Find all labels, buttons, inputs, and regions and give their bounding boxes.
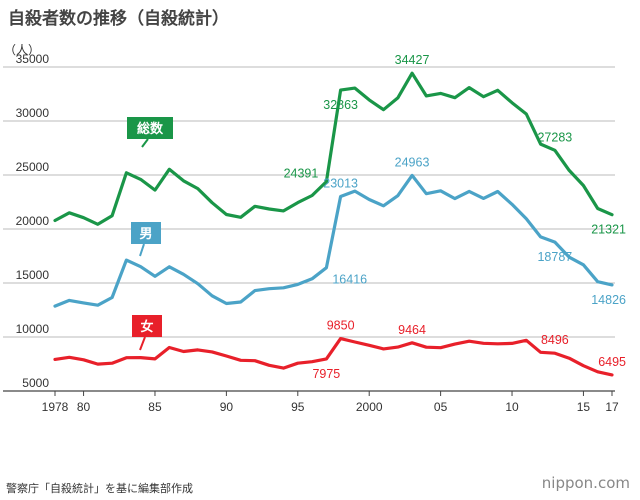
- axis-layer: 5000 10000 15000 20000 25000 30000 35000（人） 197…: [4, 43, 619, 414]
- data-label: 24963: [395, 155, 430, 169]
- label-layer: 24391 32863 34427 27283 21321 16416 23013 24963…: [284, 53, 626, 381]
- data-label: 23013: [323, 176, 358, 190]
- data-label: 21321: [591, 223, 626, 237]
- data-label: 24391: [284, 167, 319, 181]
- x-tick-label: 80: [77, 400, 91, 414]
- legend-badge-1: 男: [131, 222, 161, 257]
- y-tick-label: 5000: [22, 376, 49, 390]
- source-note: 警察庁「自殺統計」を基に編集部作成: [6, 482, 193, 495]
- series-line-2: [53, 337, 614, 377]
- x-tick-label: 15: [577, 400, 591, 414]
- legend-label: 総数: [137, 121, 164, 137]
- legend-badge-0: 総数: [127, 117, 173, 148]
- data-label: 34427: [395, 53, 430, 67]
- data-label: 32863: [323, 98, 358, 112]
- legend-badge-box: [127, 117, 173, 139]
- data-label: 27283: [537, 130, 572, 144]
- y-tick-label: 15000: [16, 268, 50, 282]
- legend-badge-box: [131, 222, 161, 244]
- data-label: 6495: [598, 355, 626, 369]
- data-label: 9850: [327, 319, 355, 333]
- data-label: 18787: [537, 250, 572, 264]
- series-layer: [53, 71, 614, 377]
- legend-label: 男: [139, 227, 152, 242]
- y-tick-label: 35000: [16, 52, 50, 66]
- y-tick-label: 20000: [16, 214, 50, 228]
- chart-title: 自殺者数の推移（自殺統計）: [8, 9, 229, 29]
- x-tick-label: 85: [148, 400, 162, 414]
- x-tick-label: 10: [505, 400, 519, 414]
- legend-badge-box: [132, 315, 162, 337]
- data-label: 14826: [591, 293, 626, 307]
- legend-badge-pointer: [139, 336, 146, 351]
- legend-badge-pointer: [139, 243, 145, 257]
- data-label: 16416: [332, 273, 367, 287]
- x-tick-label: 17: [605, 400, 619, 414]
- x-tick-label: 2000: [356, 400, 383, 414]
- x-tick-label: 90: [220, 400, 234, 414]
- x-tick-label: 05: [434, 400, 448, 414]
- grid-layer: [3, 66, 615, 392]
- data-label: 9464: [398, 323, 426, 337]
- y-axis-unit: （人）: [4, 43, 40, 57]
- data-label: 7975: [312, 367, 340, 381]
- series-line-1: [53, 173, 614, 308]
- y-tick-label: 25000: [16, 160, 50, 174]
- x-tick-label: 95: [291, 400, 305, 414]
- series-line-0: [53, 71, 614, 226]
- y-tick-label: 30000: [16, 106, 50, 120]
- legend-badge-pointer: [141, 138, 149, 148]
- brand-logo[interactable]: nippon.com: [541, 474, 630, 492]
- legend-badge-2: 女: [132, 315, 162, 351]
- y-tick-label: 10000: [16, 322, 50, 336]
- x-tick-label: 1978: [42, 400, 69, 414]
- legend-label: 女: [140, 319, 153, 335]
- data-label: 8496: [541, 333, 569, 347]
